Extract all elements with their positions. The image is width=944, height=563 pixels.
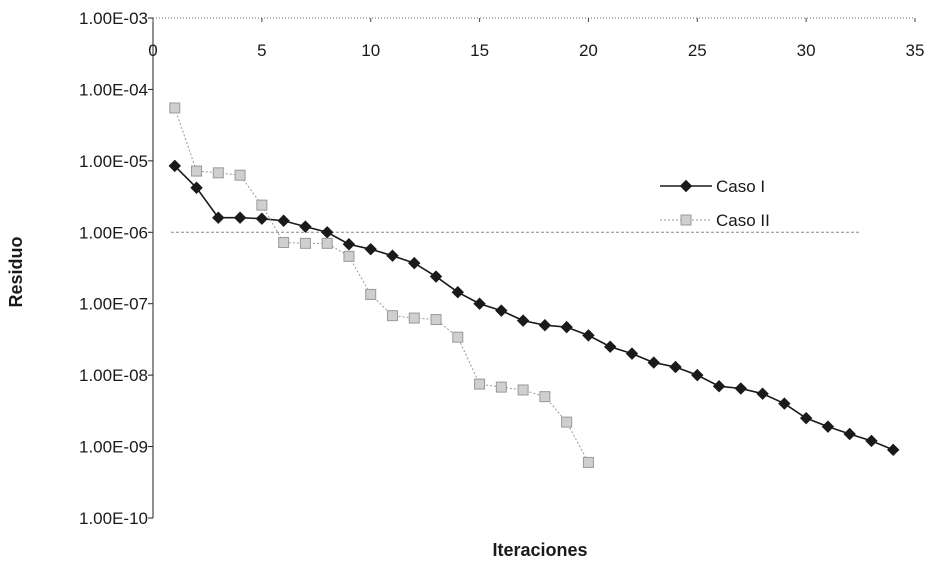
- data-point: [233, 211, 247, 224]
- legend-label: Caso II: [716, 211, 770, 230]
- data-point: [429, 270, 443, 283]
- data-point: [799, 411, 813, 425]
- data-point: [474, 378, 486, 390]
- data-point: [516, 314, 530, 327]
- data-point: [343, 250, 355, 262]
- data-point: [386, 310, 398, 322]
- data-point: [539, 391, 551, 403]
- data-point: [561, 416, 573, 428]
- y-tick-label: 1.00E-04: [79, 80, 148, 99]
- x-tick-label: 20: [579, 41, 598, 60]
- data-point: [430, 314, 442, 326]
- data-point: [212, 211, 225, 224]
- data-point: [603, 340, 617, 353]
- data-point: [734, 382, 748, 395]
- data-point: [365, 288, 377, 300]
- y-tick-label: 1.00E-08: [79, 366, 148, 385]
- data-point: [255, 212, 269, 225]
- data-point: [299, 237, 311, 249]
- data-point: [408, 256, 421, 270]
- data-point: [887, 443, 900, 457]
- data-point: [278, 236, 290, 248]
- data-point: [364, 242, 377, 256]
- legend-label: Caso I: [716, 177, 765, 196]
- x-tick-label: 5: [257, 41, 266, 60]
- y-tick-label: 1.00E-03: [79, 9, 148, 28]
- y-tick-label: 1.00E-05: [79, 152, 148, 171]
- x-tick-label: 25: [688, 41, 707, 60]
- data-point: [451, 285, 465, 299]
- x-tick-label: 30: [797, 41, 816, 60]
- x-tick-label: 35: [906, 41, 925, 60]
- data-point: [342, 238, 356, 251]
- legend-marker: [679, 179, 693, 193]
- y-tick-label: 1.00E-10: [79, 509, 148, 528]
- data-point: [843, 427, 856, 441]
- data-point: [386, 249, 399, 262]
- data-point: [495, 381, 507, 393]
- legend: Caso I Caso II: [660, 177, 770, 230]
- data-point: [712, 380, 726, 393]
- data-point: [256, 199, 268, 211]
- y-axis-title: Residuo: [6, 236, 26, 307]
- data-point: [647, 356, 660, 369]
- data-point: [495, 304, 508, 317]
- data-point: [865, 434, 878, 448]
- data-point: [517, 384, 529, 396]
- y-tick-label: 1.00E-09: [79, 438, 148, 457]
- data-point: [538, 319, 552, 332]
- data-point: [191, 165, 203, 177]
- data-point: [582, 456, 594, 468]
- x-tick-label: 10: [361, 41, 380, 60]
- data-point: [691, 368, 704, 382]
- x-axis-title: Iteraciones: [492, 540, 587, 560]
- data-point: [408, 312, 420, 324]
- data-point: [778, 397, 791, 410]
- data-point: [625, 347, 639, 360]
- data-point: [473, 297, 486, 310]
- data-point: [756, 387, 769, 400]
- data-point: [669, 360, 682, 374]
- data-point: [821, 420, 835, 433]
- data-point: [168, 159, 181, 173]
- x-tick-label: 15: [470, 41, 489, 60]
- data-point: [560, 320, 573, 334]
- data-point: [321, 237, 333, 249]
- y-tick-label: 1.00E-07: [79, 295, 148, 314]
- data-point: [234, 169, 246, 181]
- data-point: [452, 331, 464, 343]
- series-line-1: [174, 165, 894, 451]
- legend-marker: [680, 214, 692, 226]
- series-line-2: [174, 107, 589, 463]
- data-point: [320, 226, 334, 239]
- data-point: [299, 220, 312, 233]
- data-point: [169, 102, 181, 114]
- y-tick-label: 1.00E-06: [79, 223, 148, 242]
- data-point: [190, 181, 203, 194]
- plot-area: 1.00E-03 1.00E-04 1.00E-05 1.00E-06 1.00E-07…: [79, 9, 924, 528]
- data-point: [277, 214, 290, 227]
- x-tick-label: 0: [148, 41, 157, 60]
- data-point: [212, 167, 224, 179]
- data-point: [582, 329, 595, 342]
